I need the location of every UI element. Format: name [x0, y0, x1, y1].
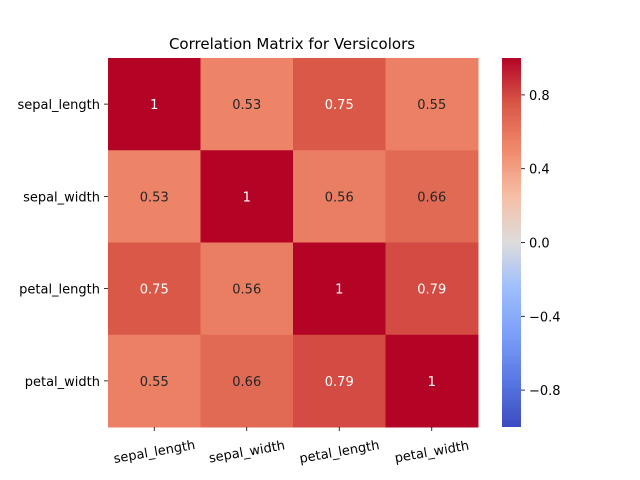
- heatmap-cell: [200, 150, 294, 243]
- y-axis-ticks: sepal_length sepal_width petal_lengthpetal…: [17, 98, 108, 390]
- cell-value-label: 0.55: [417, 98, 446, 113]
- heatmap-cell: [200, 334, 294, 428]
- colorbar-ticks: 0.8 0.4 0.0 −0.4 −0.8: [521, 89, 561, 399]
- heatmap-cell: [108, 58, 201, 151]
- heatmap-cell: [108, 242, 201, 336]
- y-tick-label: petal_width: [25, 375, 100, 390]
- heatmap-cell: [385, 58, 479, 151]
- chart-title: Correlation Matrix for Versicolors: [169, 35, 415, 53]
- cell-value-label: 0.79: [417, 283, 446, 298]
- cell-value-label: 0.56: [232, 283, 261, 298]
- cell-value-label: 0.53: [140, 190, 169, 205]
- cell-value-label: 0.79: [325, 375, 354, 390]
- colorbar-tick-label: −0.8: [529, 384, 561, 399]
- heatmap-cell: [293, 58, 386, 151]
- heatmap-cell: [293, 334, 386, 428]
- heatmap-cell: [108, 150, 201, 243]
- heatmap-cells: [108, 58, 479, 428]
- x-tick-label: petal_width: [394, 439, 471, 467]
- colorbar-tick-label: 0.8: [529, 89, 550, 104]
- cell-value-label: 0.75: [140, 283, 169, 298]
- cell-value-label: 0.56: [325, 190, 354, 205]
- y-tick-label: sepal_width: [23, 190, 100, 205]
- cell-value-label: 0.66: [232, 375, 261, 390]
- heatmap-cell: [385, 150, 479, 243]
- colorbar: 0.8 0.4 0.0 −0.4 −0.8: [502, 58, 561, 427]
- cell-value-label: 1: [150, 98, 158, 113]
- heatmap-cell: [108, 334, 201, 428]
- heatmap-cell: [293, 150, 386, 243]
- colorbar-tick-label: 0.0: [529, 237, 550, 252]
- heatmap-cell: [385, 242, 479, 336]
- heatmap-cell: [200, 58, 294, 151]
- cell-value-label: 0.66: [417, 190, 446, 205]
- cell-value-label: 1: [428, 375, 436, 390]
- heatmap-cell: [385, 334, 479, 428]
- colorbar-gradient: [502, 58, 521, 427]
- x-tick-label: sepal_length: [113, 438, 197, 467]
- colorbar-tick-label: 0.4: [529, 163, 550, 178]
- heatmap-cell: [200, 242, 294, 336]
- cell-value-label: 0.55: [140, 375, 169, 390]
- cell-value-label: 0.75: [325, 98, 354, 113]
- y-tick-label: petal_length: [19, 283, 100, 298]
- cell-annotations: 1 0.53 0.75 0.55 0.53 1 0.56 0.66 0.75 0.56 1 0.79 0…: [140, 98, 446, 390]
- x-axis-ticks: sepal_length sepal_width petal_length petal…: [113, 427, 471, 467]
- cell-value-label: 0.53: [232, 98, 261, 113]
- colorbar-tick-label: −0.4: [529, 310, 561, 325]
- cell-value-label: 1: [335, 283, 343, 298]
- heatmap-cell: [293, 242, 386, 336]
- cell-value-label: 1: [243, 190, 251, 205]
- x-tick-label: petal_length: [298, 438, 380, 467]
- y-tick-label: sepal_length: [17, 98, 100, 113]
- x-tick-label: sepal_width: [208, 438, 286, 466]
